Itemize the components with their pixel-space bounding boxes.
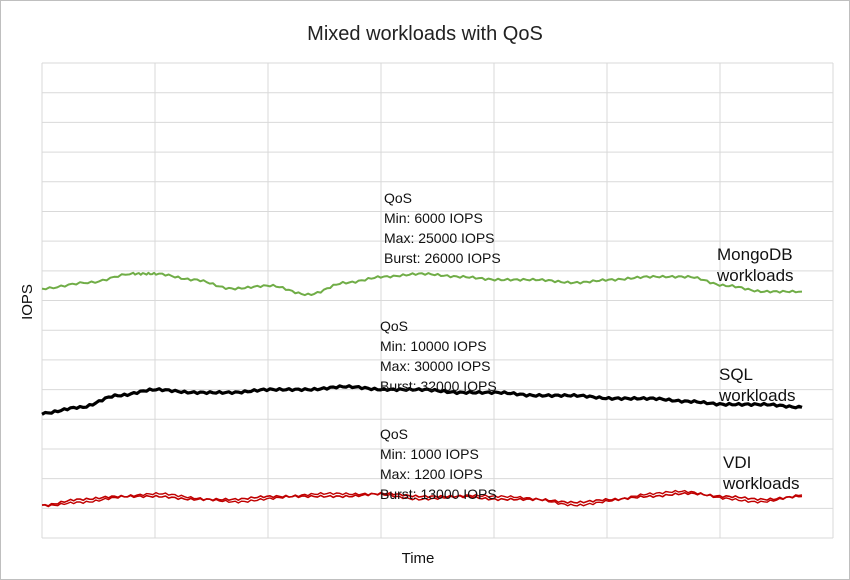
series-label: VDI: [723, 453, 751, 472]
qos-annotation-line: Min: 10000 IOPS: [380, 338, 487, 354]
series-layer: [41, 271, 803, 508]
y-axis-label: IOPS: [19, 284, 36, 320]
qos-annotation-line: QoS: [384, 190, 412, 206]
x-axis-label: Time: [402, 550, 435, 567]
series-labels: MongoDB workloads SQL workloads VDI workloads: [716, 245, 800, 493]
qos-annotation-line: Min: 6000 IOPS: [384, 210, 483, 226]
series-line: [41, 384, 803, 416]
series-label: workloads: [718, 386, 796, 405]
series-line-secondary: [42, 489, 803, 508]
qos-annotation-line: Min: 1000 IOPS: [380, 446, 479, 462]
qos-annotation-line: Max: 30000 IOPS: [380, 358, 491, 374]
qos-annotation-line: Burst: 32000 IOPS: [380, 378, 497, 394]
qos-annotation-line: Burst: 13000 IOPS: [380, 486, 497, 502]
series-label: SQL: [719, 365, 753, 384]
qos-annotation-line: Max: 25000 IOPS: [384, 230, 495, 246]
qos-annotation-line: Burst: 26000 IOPS: [384, 250, 501, 266]
qos-annotations: QoS Min: 6000 IOPS Max: 25000 IOPS Burst: 2…: [380, 190, 501, 502]
series-label: workloads: [722, 474, 800, 493]
chart-title: Mixed workloads with QoS: [307, 23, 543, 45]
series-label: workloads: [716, 266, 794, 285]
gridlines: [41, 62, 834, 539]
series-label: MongoDB: [717, 245, 793, 264]
series-line: [41, 491, 803, 507]
qos-annotation-line: Max: 1200 IOPS: [380, 466, 483, 482]
qos-annotation-line: QoS: [380, 318, 408, 334]
qos-annotation-line: QoS: [380, 426, 408, 442]
series-line: [41, 271, 803, 297]
